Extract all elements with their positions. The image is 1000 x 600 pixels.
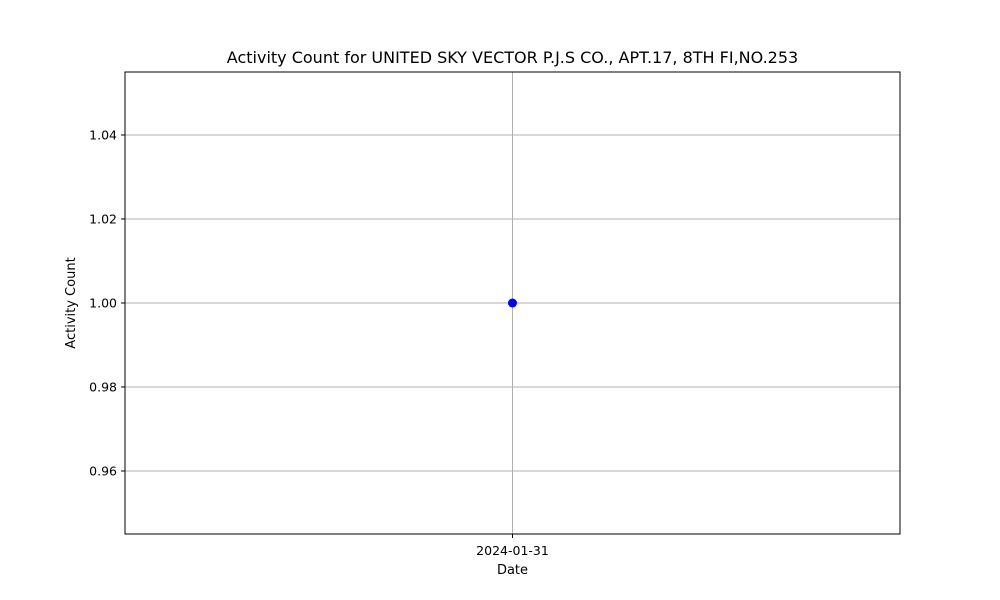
x-axis-label: Date (497, 563, 528, 578)
y-tick-label: 1.04 (89, 128, 117, 143)
data-point (508, 298, 517, 308)
ticks: 0.96 0.98 1.00 1.02 1.04 2024-01-31 (89, 128, 549, 559)
x-tick-label: 2024-01-31 (476, 543, 549, 558)
y-axis-label: Activity Count (64, 257, 79, 348)
y-tick-label: 0.96 (89, 464, 117, 479)
y-tick-label: 0.98 (89, 380, 117, 395)
series (508, 298, 517, 308)
y-tick-label: 1.02 (89, 212, 117, 227)
y-tick-label: 1.00 (89, 296, 117, 311)
chart-title: Activity Count for UNITED SKY VECTOR P.J… (227, 48, 798, 67)
